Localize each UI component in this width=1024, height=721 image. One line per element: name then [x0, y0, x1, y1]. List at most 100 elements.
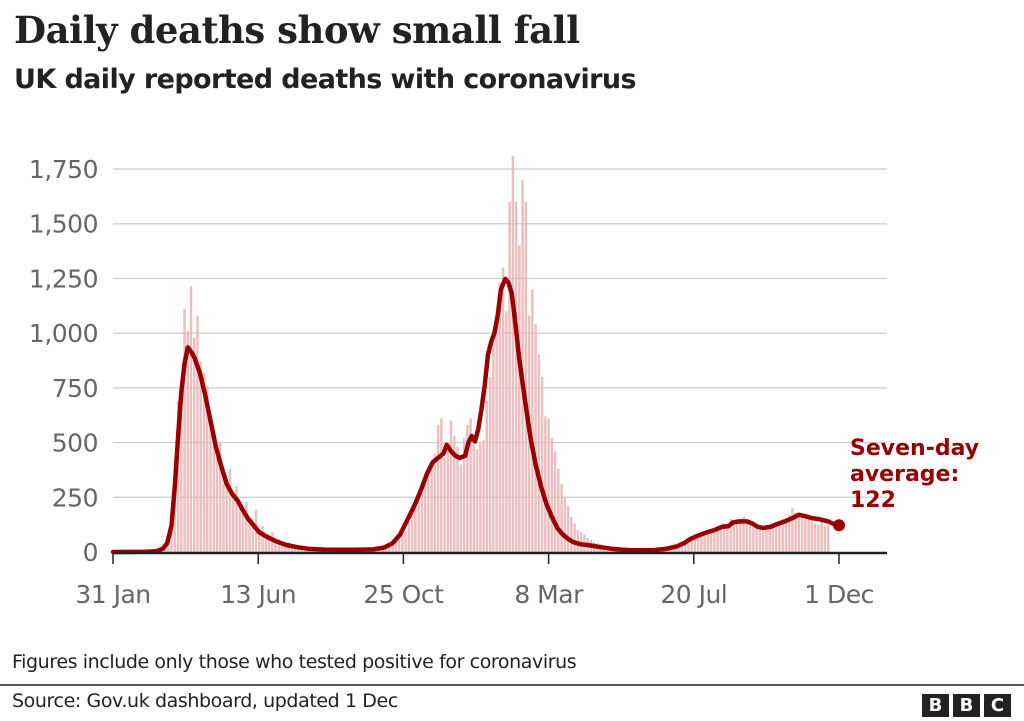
x-tick-label: 13 Jun — [220, 580, 296, 609]
daily-bar — [475, 449, 479, 552]
daily-bar — [745, 520, 749, 552]
daily-bar — [758, 526, 762, 552]
latest-value-marker — [833, 519, 845, 532]
daily-bar — [436, 425, 440, 552]
daily-bar — [544, 416, 547, 552]
daily-bar — [251, 519, 255, 552]
daily-bar — [700, 534, 703, 552]
daily-bar — [391, 539, 394, 552]
chart-subtitle: UK daily reported deaths with coronaviru… — [14, 64, 637, 95]
daily-bar — [404, 531, 407, 552]
daily-bar — [563, 497, 567, 552]
daily-bar — [505, 311, 508, 552]
daily-bar — [508, 201, 511, 553]
daily-bar — [202, 372, 206, 552]
daily-bar — [709, 532, 713, 552]
daily-bar — [280, 541, 284, 552]
daily-bar — [739, 519, 742, 552]
daily-bar — [550, 438, 554, 552]
daily-bar — [241, 513, 245, 552]
daily-bar — [810, 521, 814, 552]
daily-bar — [722, 523, 726, 552]
x-tick-label: 31 Jan — [75, 580, 150, 609]
daily-bar — [459, 464, 463, 552]
daily-bar — [228, 468, 232, 552]
daily-bar — [199, 361, 202, 552]
daily-bar — [420, 492, 424, 552]
daily-bar — [232, 497, 235, 552]
daily-bar — [290, 545, 294, 552]
daily-bar — [472, 444, 476, 552]
daily-bar — [264, 534, 268, 552]
daily-bar — [209, 416, 212, 552]
chart-area: 0 250 500 750 1,000 1,250 1,500 1,750 31 Jan 13 … — [29, 155, 979, 609]
daily-bar — [768, 526, 771, 552]
daily-bar — [755, 527, 758, 552]
daily-bar — [687, 543, 690, 552]
daily-bar — [667, 549, 671, 552]
x-tick-label: 25 Oct — [363, 580, 444, 609]
daily-bar — [417, 497, 420, 552]
x-tick-label: 20 Jul — [660, 580, 727, 609]
daily-bar — [482, 440, 485, 552]
daily-bar — [726, 527, 729, 552]
daily-bar — [388, 543, 391, 552]
daily-bar — [534, 324, 537, 552]
daily-bar — [540, 376, 544, 552]
daily-bar — [742, 516, 745, 552]
daily-bar — [456, 446, 459, 552]
daily-bar — [258, 530, 261, 552]
daily-bar — [521, 179, 524, 552]
daily-bar — [752, 525, 755, 552]
daily-bar — [680, 546, 684, 552]
footer-divider — [0, 684, 1024, 686]
chart-title: Daily deaths show small fall — [14, 8, 580, 52]
daily-bar — [716, 529, 719, 552]
daily-bar — [537, 355, 541, 552]
daily-bar — [778, 521, 781, 552]
daily-bar — [674, 548, 677, 552]
footnote: Figures include only those who tested po… — [12, 651, 577, 673]
daily-bar — [732, 521, 736, 552]
daily-bar — [407, 522, 411, 552]
annotation-line: 122 — [850, 488, 896, 513]
daily-bar — [823, 525, 827, 552]
daily-bar — [690, 540, 693, 552]
daily-bar — [729, 519, 732, 552]
daily-bar — [761, 530, 765, 552]
daily-bar — [440, 418, 443, 552]
daily-bar — [401, 530, 404, 552]
daily-bar — [492, 341, 495, 552]
daily-bar — [531, 289, 534, 552]
daily-bar — [466, 425, 469, 552]
daily-bar — [284, 543, 287, 552]
daily-bar — [553, 451, 557, 552]
daily-bar — [807, 519, 810, 552]
y-tick-label: 1,250 — [29, 264, 98, 293]
x-tick-label: 1 Dec — [804, 580, 874, 609]
daily-bar — [488, 376, 492, 552]
daily-bar — [212, 429, 215, 552]
daily-bar — [693, 536, 697, 552]
daily-bar — [784, 518, 788, 552]
daily-bar — [410, 512, 414, 552]
daily-bar — [397, 534, 401, 552]
daily-bar — [748, 522, 752, 552]
daily-bar — [495, 324, 498, 552]
bbc-logo-letter: C — [984, 694, 1011, 717]
daily-bar — [800, 516, 804, 552]
daily-bar — [443, 457, 446, 552]
y-tick-label: 250 — [52, 483, 98, 512]
daily-bar — [274, 538, 277, 552]
daily-bar — [423, 481, 427, 552]
daily-bar — [469, 418, 472, 552]
daily-bar — [206, 385, 209, 552]
y-tick-label: 1,000 — [29, 319, 98, 348]
daily-bar — [189, 286, 193, 552]
daily-bar — [566, 506, 570, 552]
daily-bar — [261, 525, 264, 552]
daily-bar — [781, 519, 784, 552]
y-tick-label: 1,500 — [29, 210, 98, 239]
daily-bar — [462, 438, 466, 552]
